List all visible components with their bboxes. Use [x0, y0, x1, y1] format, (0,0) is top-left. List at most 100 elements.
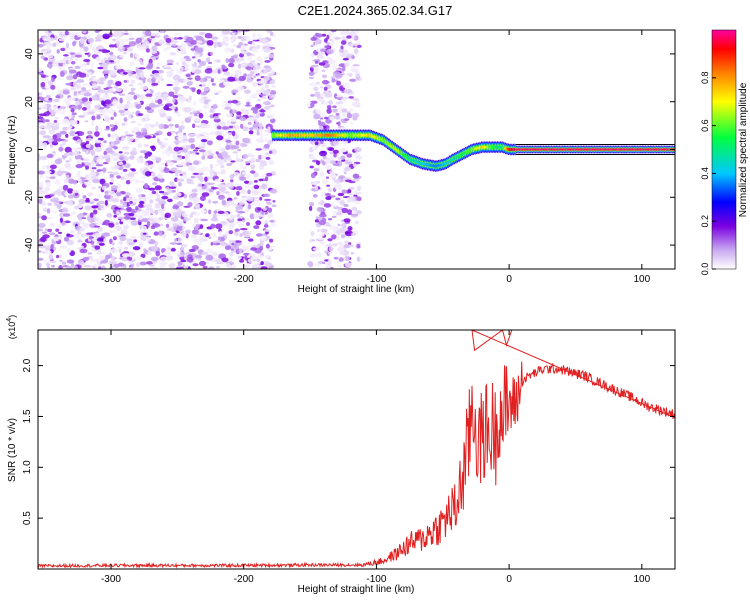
noise-speckle — [210, 51, 214, 56]
noise-speckle — [159, 261, 168, 265]
noise-speckle — [138, 67, 146, 70]
noise-speckle — [40, 104, 48, 110]
noise-speckle — [263, 193, 271, 198]
noise-speckle — [221, 199, 227, 206]
noise-speckle — [247, 121, 252, 125]
noise-speckle — [81, 83, 89, 86]
noise-speckle — [149, 266, 158, 269]
noise-speckle — [129, 253, 133, 258]
noise-speckle — [191, 153, 197, 158]
noise-speckle — [325, 196, 332, 201]
noise-speckle — [117, 232, 122, 237]
noise-speckle — [130, 87, 136, 91]
noise-speckle — [82, 195, 87, 199]
noise-speckle — [265, 157, 271, 160]
noise-speckle — [125, 134, 134, 137]
noise-speckle — [185, 73, 191, 78]
noise-speckle — [205, 254, 214, 261]
noise-speckle — [247, 189, 251, 195]
noise-speckle — [250, 247, 257, 251]
noise-speckle — [151, 182, 158, 186]
noise-speckle — [38, 141, 44, 147]
noise-speckle — [348, 59, 353, 63]
colorbar: 0.0 0.2 0.4 0.6 0.8 Normalized spectral ampl… — [700, 29, 749, 275]
noise-speckle — [308, 262, 314, 268]
noise-speckle — [44, 245, 52, 247]
noise-speckle — [237, 215, 244, 219]
noise-speckle — [148, 164, 156, 168]
noise-speckle — [161, 195, 169, 200]
noise-speckle — [44, 194, 52, 199]
noise-speckle — [267, 201, 272, 206]
noise-speckle — [141, 38, 148, 44]
noise-speckle — [38, 170, 45, 175]
noise-speckle — [204, 176, 208, 182]
noise-speckle — [208, 209, 212, 215]
noise-speckle — [269, 80, 275, 85]
noise-speckle — [219, 196, 225, 200]
noise-speckle — [265, 129, 271, 134]
noise-speckle — [261, 183, 268, 189]
x-tick-label: -100 — [366, 574, 386, 585]
noise-speckle — [269, 90, 277, 96]
noise-speckle — [337, 264, 342, 268]
noise-speckle — [323, 203, 332, 208]
y-tick-label: 1.5 — [22, 409, 33, 423]
noise-speckle — [176, 207, 182, 214]
x-tick-label: -300 — [101, 274, 121, 285]
noise-speckle — [326, 244, 333, 247]
noise-speckle — [215, 90, 224, 94]
noise-speckle — [269, 104, 275, 108]
noise-speckle — [188, 137, 196, 143]
noise-speckle — [132, 73, 137, 79]
noise-speckle — [266, 172, 273, 177]
noise-speckle — [48, 129, 56, 135]
noise-speckle — [128, 266, 134, 269]
snr-panel: -300 -200 -100 0 100 0.5 1.0 1.5 2.0 Height of … — [6, 315, 676, 595]
noise-speckle — [158, 217, 163, 221]
noise-speckle — [117, 241, 124, 245]
noise-speckle — [111, 152, 118, 156]
noise-speckle — [263, 148, 268, 152]
noise-speckle — [255, 148, 262, 151]
noise-speckle — [61, 109, 66, 115]
noise-speckle — [176, 242, 183, 245]
noise-speckle — [164, 212, 172, 218]
noise-speckle — [270, 118, 276, 124]
noise-speckle — [213, 210, 218, 214]
noise-speckle — [255, 254, 264, 260]
noise-speckle — [59, 217, 64, 223]
noise-speckle — [332, 215, 337, 218]
noise-speckle — [169, 52, 177, 56]
noise-speckle — [122, 223, 129, 226]
noise-speckle — [323, 158, 331, 163]
noise-speckle — [318, 121, 326, 126]
noise-speckle — [195, 118, 200, 122]
noise-speckle — [326, 48, 334, 55]
noise-speckle — [67, 113, 73, 118]
noise-speckle — [308, 205, 313, 211]
noise-speckle — [76, 139, 82, 144]
noise-speckle — [75, 164, 84, 169]
noise-speckle — [321, 74, 327, 79]
noise-speckle — [116, 191, 122, 197]
noise-speckle — [260, 86, 265, 92]
noise-speckle — [77, 170, 81, 175]
noise-speckle — [157, 98, 163, 105]
noise-speckle — [172, 223, 178, 227]
noise-speckle — [135, 262, 141, 268]
noise-speckle — [50, 260, 57, 264]
noise-speckle — [128, 73, 133, 76]
noise-speckle — [208, 199, 212, 204]
noise-speckle — [331, 78, 336, 83]
noise-speckle — [38, 120, 44, 123]
noise-speckle — [46, 42, 53, 45]
noise-speckle — [85, 138, 94, 142]
noise-speckle — [129, 217, 136, 220]
noise-speckle — [220, 164, 225, 169]
noise-speckle — [326, 34, 330, 40]
noise-speckle — [332, 243, 338, 247]
noise-speckle — [162, 192, 169, 196]
noise-speckle — [72, 40, 76, 47]
noise-speckle — [185, 36, 194, 43]
